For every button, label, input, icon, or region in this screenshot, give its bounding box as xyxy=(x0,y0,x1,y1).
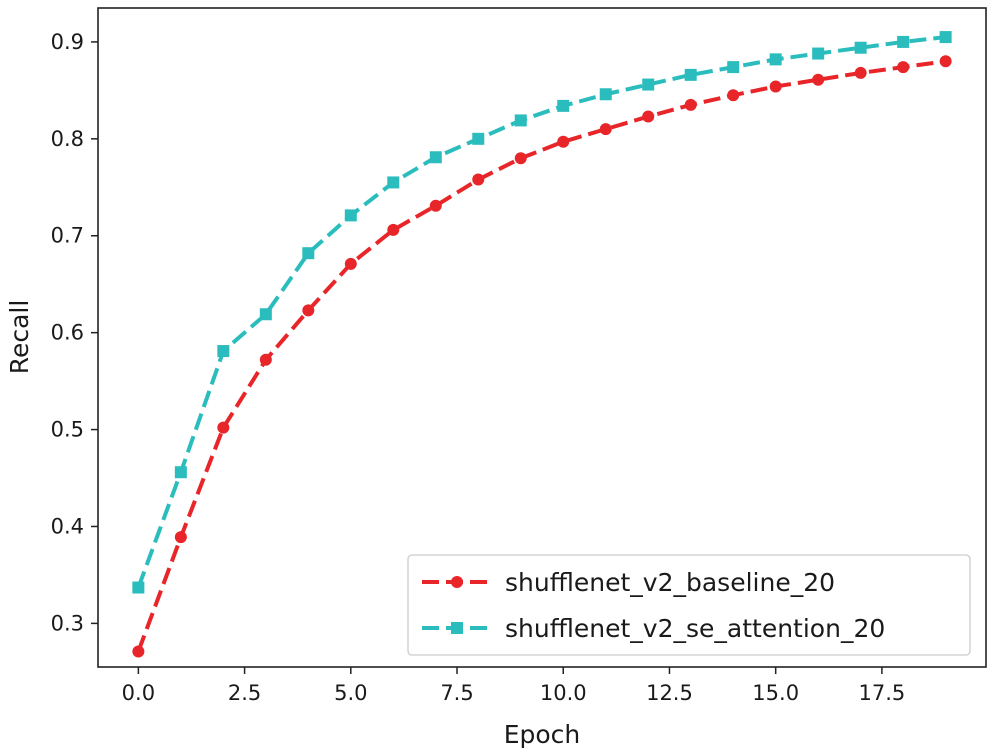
data-point xyxy=(684,68,697,81)
data-point xyxy=(302,247,315,260)
legend-marker xyxy=(451,576,463,588)
legend-label: shufflenet_v2_se_attention_20 xyxy=(505,614,885,643)
data-point xyxy=(132,645,145,658)
data-point xyxy=(897,35,910,48)
legend-entry: shufflenet_v2_baseline_20 xyxy=(422,568,835,597)
data-point xyxy=(812,73,825,86)
y-tick-label: 0.7 xyxy=(51,224,84,248)
data-point xyxy=(599,123,612,136)
data-point xyxy=(174,466,187,479)
data-point xyxy=(514,152,527,165)
y-tick-label: 0.5 xyxy=(51,418,84,442)
data-point xyxy=(472,173,485,186)
legend-entries: shufflenet_v2_baseline_20 shufflenet_v2_s… xyxy=(422,568,885,643)
x-tick-label: 0.0 xyxy=(122,681,155,705)
data-point xyxy=(302,304,315,317)
data-point xyxy=(727,61,740,74)
data-point xyxy=(939,55,952,68)
data-point xyxy=(812,47,825,60)
series-layer xyxy=(132,31,952,658)
data-point xyxy=(259,353,272,366)
y-tick-label: 0.3 xyxy=(51,611,84,635)
data-point xyxy=(727,89,740,102)
data-point xyxy=(769,80,782,93)
x-tick-label: 5.0 xyxy=(334,681,367,705)
x-tick-label: 17.5 xyxy=(859,681,906,705)
data-point xyxy=(132,581,145,594)
data-point xyxy=(684,98,697,111)
y-tick-label: 0.9 xyxy=(51,30,84,54)
data-point xyxy=(514,114,527,127)
y-tick-label: 0.8 xyxy=(51,127,84,151)
x-axis-ticks: 0.0 2.5 5.0 7.5 10.0 12.5 15.0 17.5 xyxy=(122,667,906,705)
data-point xyxy=(939,31,952,44)
data-point xyxy=(897,61,910,74)
series-2 xyxy=(132,31,952,594)
legend: shufflenet_v2_baseline_20 shufflenet_v2_s… xyxy=(407,554,971,656)
data-point xyxy=(854,41,867,54)
y-tick-label: 0.4 xyxy=(51,514,84,538)
legend-entry: shufflenet_v2_se_attention_20 xyxy=(422,614,885,643)
y-axis-ticks: 0.3 0.4 0.5 0.6 0.7 0.8 0.9 xyxy=(51,30,98,635)
series-1 xyxy=(132,55,952,658)
legend-frame xyxy=(407,554,971,656)
data-point xyxy=(344,257,357,270)
data-point xyxy=(217,421,230,434)
data-point xyxy=(429,199,442,212)
data-point xyxy=(429,151,442,164)
data-point xyxy=(854,66,867,79)
legend-marker xyxy=(451,622,463,634)
data-point xyxy=(769,53,782,66)
data-point xyxy=(387,223,400,236)
x-axis-title: Epoch xyxy=(504,720,581,749)
data-point xyxy=(259,308,272,321)
x-tick-label: 7.5 xyxy=(440,681,473,705)
data-point xyxy=(642,110,655,123)
x-tick-label: 10.0 xyxy=(540,681,587,705)
series-line xyxy=(136,35,946,589)
data-point xyxy=(472,132,485,145)
data-point xyxy=(387,176,400,189)
legend-label: shufflenet_v2_baseline_20 xyxy=(505,568,835,597)
data-point xyxy=(557,135,570,148)
data-point xyxy=(557,99,570,112)
series-line xyxy=(136,59,946,653)
data-point xyxy=(217,345,230,358)
data-point xyxy=(174,531,187,544)
x-tick-label: 12.5 xyxy=(646,681,693,705)
data-point xyxy=(642,78,655,91)
y-tick-label: 0.6 xyxy=(51,321,84,345)
x-tick-label: 15.0 xyxy=(752,681,799,705)
x-tick-label: 2.5 xyxy=(228,681,261,705)
data-point xyxy=(599,88,612,101)
y-axis-title: Recall xyxy=(5,300,34,375)
data-point xyxy=(344,209,357,222)
